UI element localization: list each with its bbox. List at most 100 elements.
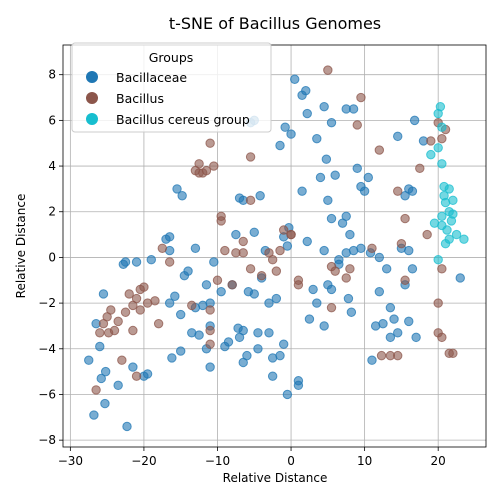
legend-marker — [86, 92, 98, 104]
data-point — [183, 266, 193, 276]
data-point — [271, 293, 282, 304]
data-point — [455, 273, 465, 283]
y-tick-label: −6 — [38, 387, 56, 401]
x-tick-label: 10 — [357, 454, 372, 468]
data-point — [275, 245, 285, 256]
y-axis-label: Relative Distance — [14, 194, 28, 299]
legend-label: Bacillaceae — [116, 70, 187, 85]
x-tick-label: −20 — [131, 454, 156, 468]
data-point — [286, 229, 296, 240]
data-point — [323, 195, 333, 206]
x-axis-ticks: −30 −20 −10 0 10 20 — [58, 447, 446, 468]
data-point — [448, 209, 458, 219]
data-point — [404, 245, 414, 256]
data-point — [220, 245, 230, 256]
data-point — [91, 385, 101, 395]
data-point — [448, 348, 458, 359]
data-point — [319, 245, 329, 256]
data-point — [122, 421, 132, 432]
data-point — [393, 328, 403, 338]
data-point — [227, 280, 237, 290]
data-point — [326, 284, 337, 295]
data-point — [378, 318, 388, 329]
data-point — [356, 243, 366, 253]
data-point — [278, 339, 289, 349]
data-point — [245, 195, 256, 206]
data-point — [393, 131, 403, 142]
data-point — [442, 225, 452, 235]
data-point — [437, 159, 447, 169]
data-point — [407, 186, 418, 196]
data-point — [201, 280, 212, 290]
data-point — [124, 289, 134, 299]
data-point — [100, 398, 110, 409]
data-point — [238, 325, 248, 336]
data-point — [275, 350, 285, 361]
data-point — [389, 314, 399, 324]
data-point — [205, 305, 215, 315]
legend-label: Bacillus — [116, 91, 164, 106]
data-point — [216, 216, 226, 226]
data-point — [345, 229, 355, 240]
data-point — [170, 291, 180, 301]
data-point — [100, 366, 111, 377]
data-point — [356, 92, 366, 103]
data-point — [275, 140, 285, 151]
data-point — [153, 318, 164, 329]
data-point — [253, 344, 263, 354]
data-point — [164, 232, 175, 242]
data-point — [194, 330, 204, 340]
plot-frame — [62, 44, 487, 448]
data-point — [312, 133, 322, 144]
y-tick-label: −2 — [38, 296, 56, 310]
data-point — [304, 314, 315, 324]
y-tick-label: −8 — [38, 433, 56, 447]
data-point — [128, 362, 138, 372]
chart-title: t-SNE of Bacillus Genomes — [169, 14, 381, 33]
data-point — [177, 191, 187, 201]
data-point — [120, 307, 131, 317]
data-point — [330, 266, 340, 276]
data-point — [128, 325, 138, 336]
y-tick-label: 6 — [48, 113, 56, 127]
data-point — [209, 161, 219, 171]
data-point — [282, 389, 293, 400]
data-point — [315, 172, 326, 183]
data-point — [242, 350, 252, 361]
data-point — [253, 328, 263, 338]
data-point — [139, 282, 149, 292]
data-point — [245, 264, 256, 274]
data-point — [223, 337, 234, 347]
data-point — [267, 255, 278, 265]
data-point — [167, 353, 177, 363]
data-point — [302, 236, 312, 247]
data-point — [385, 332, 396, 343]
data-point — [113, 316, 123, 327]
data-point — [98, 289, 109, 299]
data-point — [374, 145, 385, 155]
data-point — [264, 328, 274, 338]
data-point — [201, 165, 212, 176]
legend-label: Bacillus cereus group — [116, 112, 250, 127]
data-point — [216, 286, 226, 297]
data-point — [293, 275, 304, 285]
data-point — [385, 302, 396, 313]
scatter-points — [84, 65, 469, 432]
data-point — [415, 163, 425, 174]
data-point — [437, 332, 447, 343]
data-point — [205, 138, 215, 148]
x-tick-label: −10 — [205, 454, 230, 468]
data-point — [131, 257, 142, 267]
data-point — [433, 143, 443, 153]
data-point — [297, 186, 307, 196]
y-tick-label: 0 — [48, 250, 56, 264]
data-point — [212, 275, 223, 285]
data-point — [435, 101, 446, 112]
data-point — [374, 286, 385, 297]
legend: Groups Bacillaceae Bacillus Bacillus cereu… — [71, 42, 272, 133]
x-axis-label: Relative Distance — [223, 471, 328, 485]
data-point — [146, 255, 156, 265]
data-point — [190, 243, 201, 253]
data-point — [95, 328, 105, 338]
